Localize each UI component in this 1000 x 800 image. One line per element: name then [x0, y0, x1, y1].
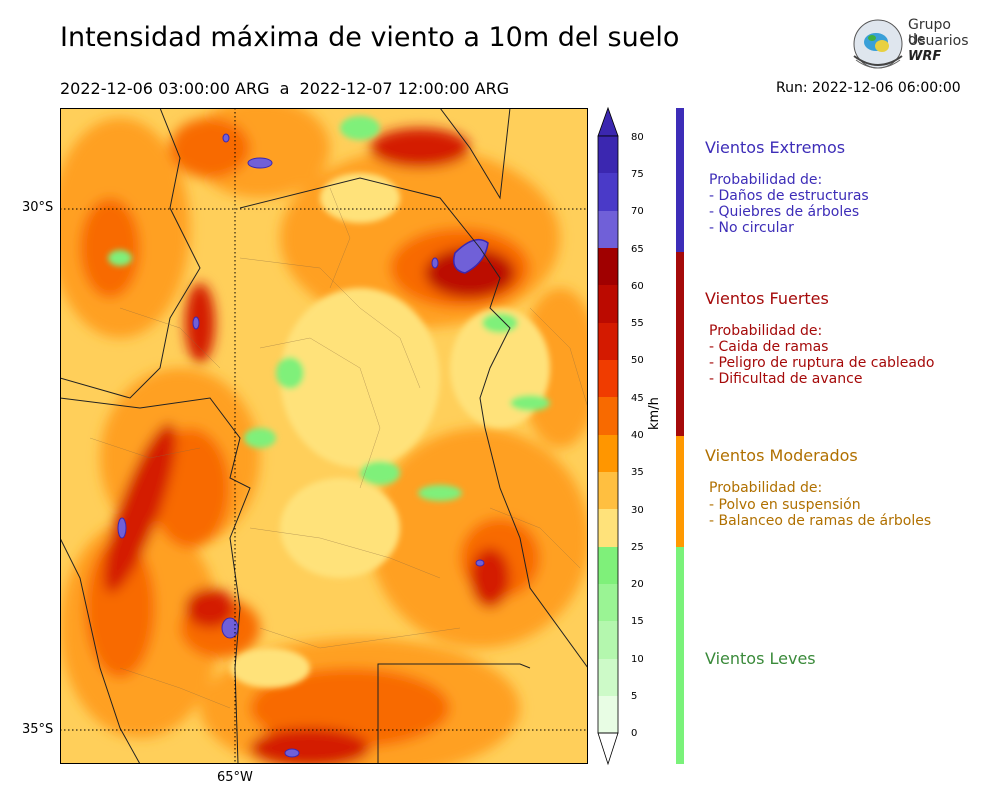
colorbar-tick: 15	[631, 616, 644, 627]
colorbar-band	[598, 285, 618, 323]
category-title-leves: Vientos Leves	[705, 649, 816, 668]
colorbar-band	[598, 323, 618, 360]
colorbar-band	[598, 696, 618, 733]
colorbar-band	[598, 584, 618, 621]
colorbar-tick: 25	[631, 542, 644, 553]
colorbar-tick: 70	[631, 206, 644, 217]
category-text: - No circular	[709, 220, 794, 236]
category-bar	[676, 108, 684, 764]
colorbar-tick: 10	[631, 654, 644, 665]
colorbar-band	[598, 621, 618, 659]
lon-label-65w: 65°W	[217, 770, 253, 785]
department-boundaries	[89, 187, 588, 709]
borders	[60, 108, 588, 764]
colorbar-tick: 50	[631, 355, 644, 366]
category-title-extremos: Vientos Extremos	[705, 138, 846, 157]
colorbar-tick: 5	[631, 691, 638, 702]
colorbar-tick: 80	[631, 132, 644, 143]
graticule	[60, 108, 588, 764]
forecast-period: 2022-12-06 03:00:00 ARG a 2022-12-07 12:…	[60, 79, 510, 98]
colorbar-tick: 0	[631, 728, 638, 739]
category-text: - Peligro de ruptura de cableado	[709, 355, 935, 371]
category-text: Probabilidad de:	[709, 323, 823, 339]
logo-text-line3: WRF	[908, 49, 942, 64]
colorbar-band	[598, 659, 618, 696]
category-text: - Daños de estructuras	[709, 188, 869, 204]
colorbar-tick: 65	[631, 244, 644, 255]
wind-field-svg	[60, 108, 588, 764]
colorbar-tick: 40	[631, 430, 644, 441]
colorbar-band	[598, 173, 618, 211]
calm-wind-areas	[108, 116, 550, 688]
colorbar-band	[598, 248, 618, 285]
category-title-moderados: Vientos Moderados	[705, 446, 858, 465]
colorbar-tick: 55	[631, 318, 644, 329]
run-time: Run: 2022-12-06 06:00:00	[776, 80, 961, 96]
category-text: - Quiebres de árboles	[709, 204, 860, 220]
colorbar-tick: 30	[631, 505, 644, 516]
category-bar-fuertes	[676, 252, 684, 436]
logo-text-line2: Usuarios	[908, 33, 969, 49]
category-text: - Polvo en suspensión	[709, 497, 861, 513]
category-text: - Balanceo de ramas de árboles	[709, 513, 932, 529]
colorbar-band	[598, 547, 618, 584]
globe-logo-icon	[853, 19, 903, 69]
colorbar-top-arrow	[597, 106, 619, 137]
colorbar-tick: 60	[631, 281, 644, 292]
logo-text-line1: Grupo de	[908, 17, 951, 48]
colorbar-band	[598, 136, 618, 173]
colorbar-band	[598, 211, 618, 248]
colorbar-bottom-arrow	[597, 732, 619, 766]
lat-label-30s: 30°S	[22, 200, 54, 215]
colorbar-frame	[597, 135, 619, 734]
colorbar-band	[598, 472, 618, 509]
colorbar-unit: km/h	[647, 397, 662, 430]
colorbar-tick: 75	[631, 169, 644, 180]
category-text: Probabilidad de:	[709, 172, 823, 188]
colorbar-band	[598, 360, 618, 397]
colorbar-tick: 35	[631, 467, 644, 478]
category-bar-moderados	[676, 436, 684, 547]
colorbar-tick: 45	[631, 393, 644, 404]
page-title: Intensidad máxima de viento a 10m del su…	[60, 22, 680, 53]
category-title-fuertes: Vientos Fuertes	[705, 289, 829, 308]
category-text: Probabilidad de:	[709, 480, 823, 496]
colorbar-svg	[597, 106, 619, 766]
map-frame	[60, 108, 588, 764]
category-bar-leves	[676, 547, 684, 764]
colorbar-tick: 20	[631, 579, 644, 590]
category-text: - Dificultad de avance	[709, 371, 863, 387]
colorbar	[596, 106, 632, 766]
lat-label-35s: 35°S	[22, 722, 54, 737]
wind-map	[60, 108, 588, 764]
category-bar-extremos	[676, 108, 684, 252]
colorbar-band	[598, 397, 618, 435]
colorbar-band	[598, 509, 618, 547]
wrf-logo: Grupo de Usuarios WRF	[846, 16, 970, 74]
colorbar-band	[598, 435, 618, 472]
category-text: - Caida de ramas	[709, 339, 829, 355]
